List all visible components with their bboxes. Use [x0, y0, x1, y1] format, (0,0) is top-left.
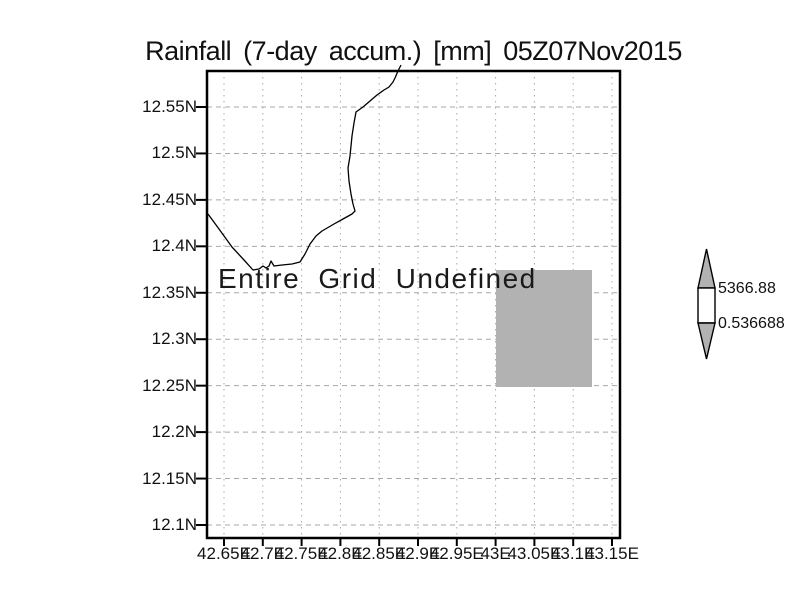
colorbar-box [697, 287, 716, 324]
lon-tick-label: 42.85E [352, 544, 407, 563]
colorbar-min-label: 0.536688 [718, 315, 785, 332]
lat-tick-label: 12.35N [142, 282, 197, 302]
colorbar [697, 248, 716, 360]
colorbar-upper-arrow [697, 248, 716, 289]
lat-tick-label: 12.3N [151, 329, 197, 349]
grid-undefined-annotation: Entire Grid Undefined [218, 263, 537, 294]
lat-tick-label: 12.45N [142, 189, 197, 209]
axis-ticks [196, 106, 613, 546]
lon-tick-label: 42.65E [197, 544, 251, 563]
lon-tick-label: 43E [480, 544, 511, 563]
coastline [207, 64, 402, 271]
lon-tick-label: 42.75E [274, 544, 329, 563]
lon-tick-label: 43.1E [550, 544, 596, 563]
lon-tick-label: 42.9E [395, 544, 441, 563]
lat-tick-label: 12.1N [151, 514, 197, 534]
lat-tick-label: 12.2N [151, 422, 197, 442]
colorbar-max-label: 5366.88 [718, 280, 776, 297]
lat-tick-label: 12.15N [142, 468, 197, 488]
lon-tick-label: 42.95E [429, 544, 484, 563]
undefined-shade-region [496, 270, 592, 387]
lat-tick-label: 12.25N [142, 375, 197, 395]
chart-title: Rainfall (7-day accum.) [mm] 05Z07Nov201… [145, 36, 682, 66]
lon-tick-label: 42.8E [318, 544, 363, 563]
lat-tick-label: 12.4N [151, 236, 197, 256]
lon-tick-label: 43.05E [507, 544, 562, 563]
lat-tick-label: 12.55N [142, 97, 197, 116]
colorbar-lower-arrow [697, 322, 716, 360]
map-frame [205, 69, 622, 540]
lon-tick-label: 43.15E [585, 544, 639, 563]
lat-tick-label: 12.5N [151, 143, 197, 163]
lon-tick-label: 42.7E [240, 544, 286, 563]
